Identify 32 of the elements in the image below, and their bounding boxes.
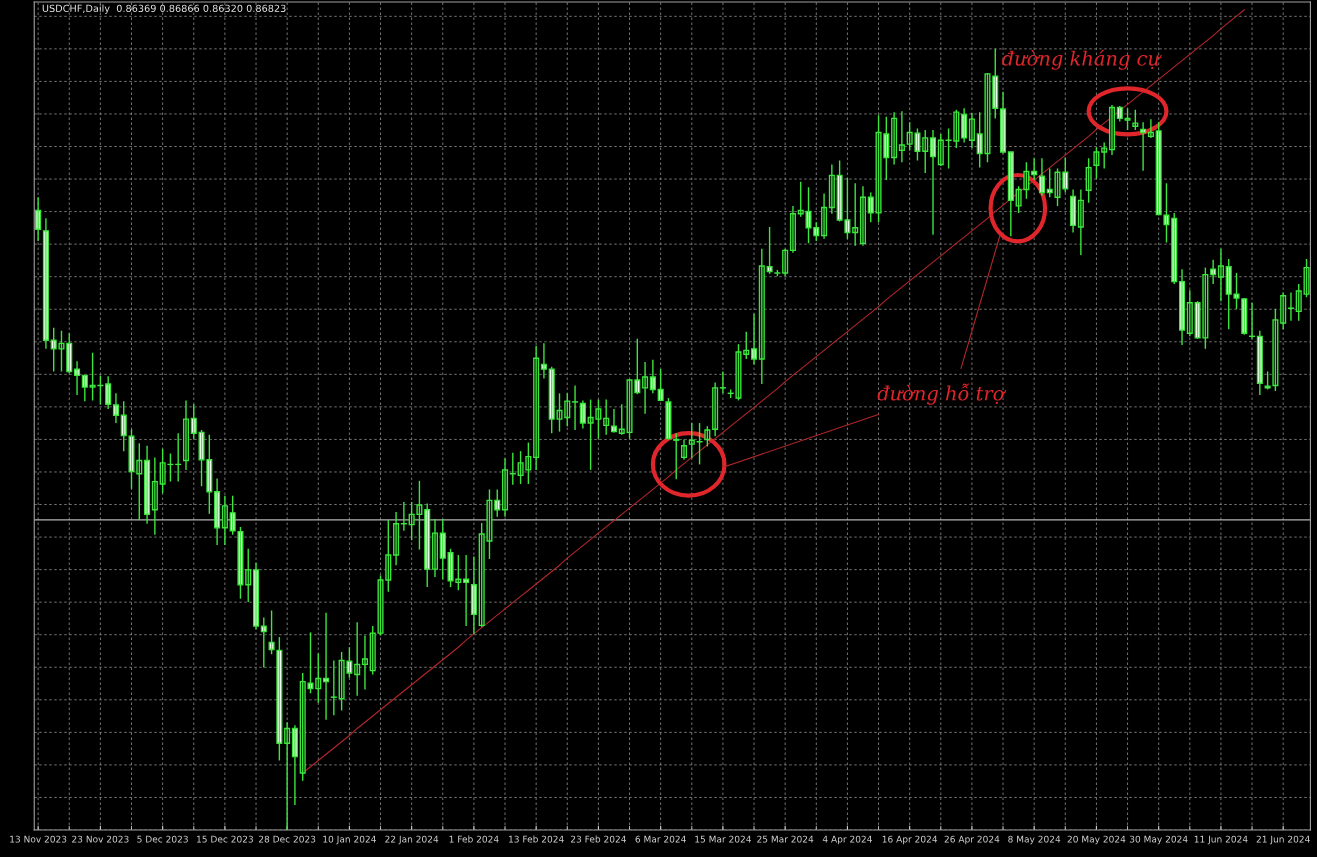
x-tick-label: 1 Feb 2024	[449, 835, 499, 843]
candlestick	[1101, 141, 1108, 170]
x-tick-label: 10 Jan 2024	[323, 835, 376, 845]
candlestick	[673, 432, 680, 480]
x-tick-label: 30 May 2024	[1129, 835, 1188, 845]
x-tick-label: 11 Jun 2024	[1194, 835, 1248, 845]
x-tick-label: 26 Apr 2024	[944, 835, 1000, 845]
annotation: đường hỗ trợ	[877, 383, 1007, 405]
x-tick-label: 21 Jun 2024	[1256, 835, 1310, 845]
candlestick	[330, 659, 337, 716]
x-tick-label: 25 Mar 2024	[757, 835, 814, 843]
annotation: đường kháng cự	[1002, 49, 1162, 70]
x-tick-label: 4 Apr 2024	[822, 835, 872, 845]
x-tick-label: 22 Jan 2024	[385, 835, 439, 845]
x-tick-label: 8 May 2024	[1008, 835, 1061, 845]
x-tick-label: 16 Apr 2024	[882, 835, 938, 845]
candlestick	[1124, 107, 1131, 131]
candlestick	[1132, 109, 1139, 131]
x-tick-label: 15 Dec 2023	[197, 835, 253, 843]
x-tick-label: 13 Feb 2024	[509, 835, 564, 843]
candlestick	[572, 384, 579, 431]
x-tick-label: 15 Mar 2024	[695, 835, 752, 843]
x-tick-label: 28 Dec 2023	[258, 835, 316, 843]
x-tick-label: 13 Nov 2023	[10, 835, 67, 843]
x-tick-label: 5 Dec 2023	[137, 835, 188, 843]
x-tick-label: 6 Mar 2024	[635, 835, 686, 843]
candlestick	[1287, 291, 1294, 322]
x-tick-label: 20 May 2024	[1067, 835, 1126, 845]
x-tick-label: 23 Nov 2023	[72, 835, 129, 843]
x-tick-label: 23 Feb 2024	[570, 835, 626, 843]
candlestick	[719, 370, 726, 395]
chart-title: USDCHF,Daily 0.86369 0.86866 0.86320 0.86823	[42, 4, 286, 14]
